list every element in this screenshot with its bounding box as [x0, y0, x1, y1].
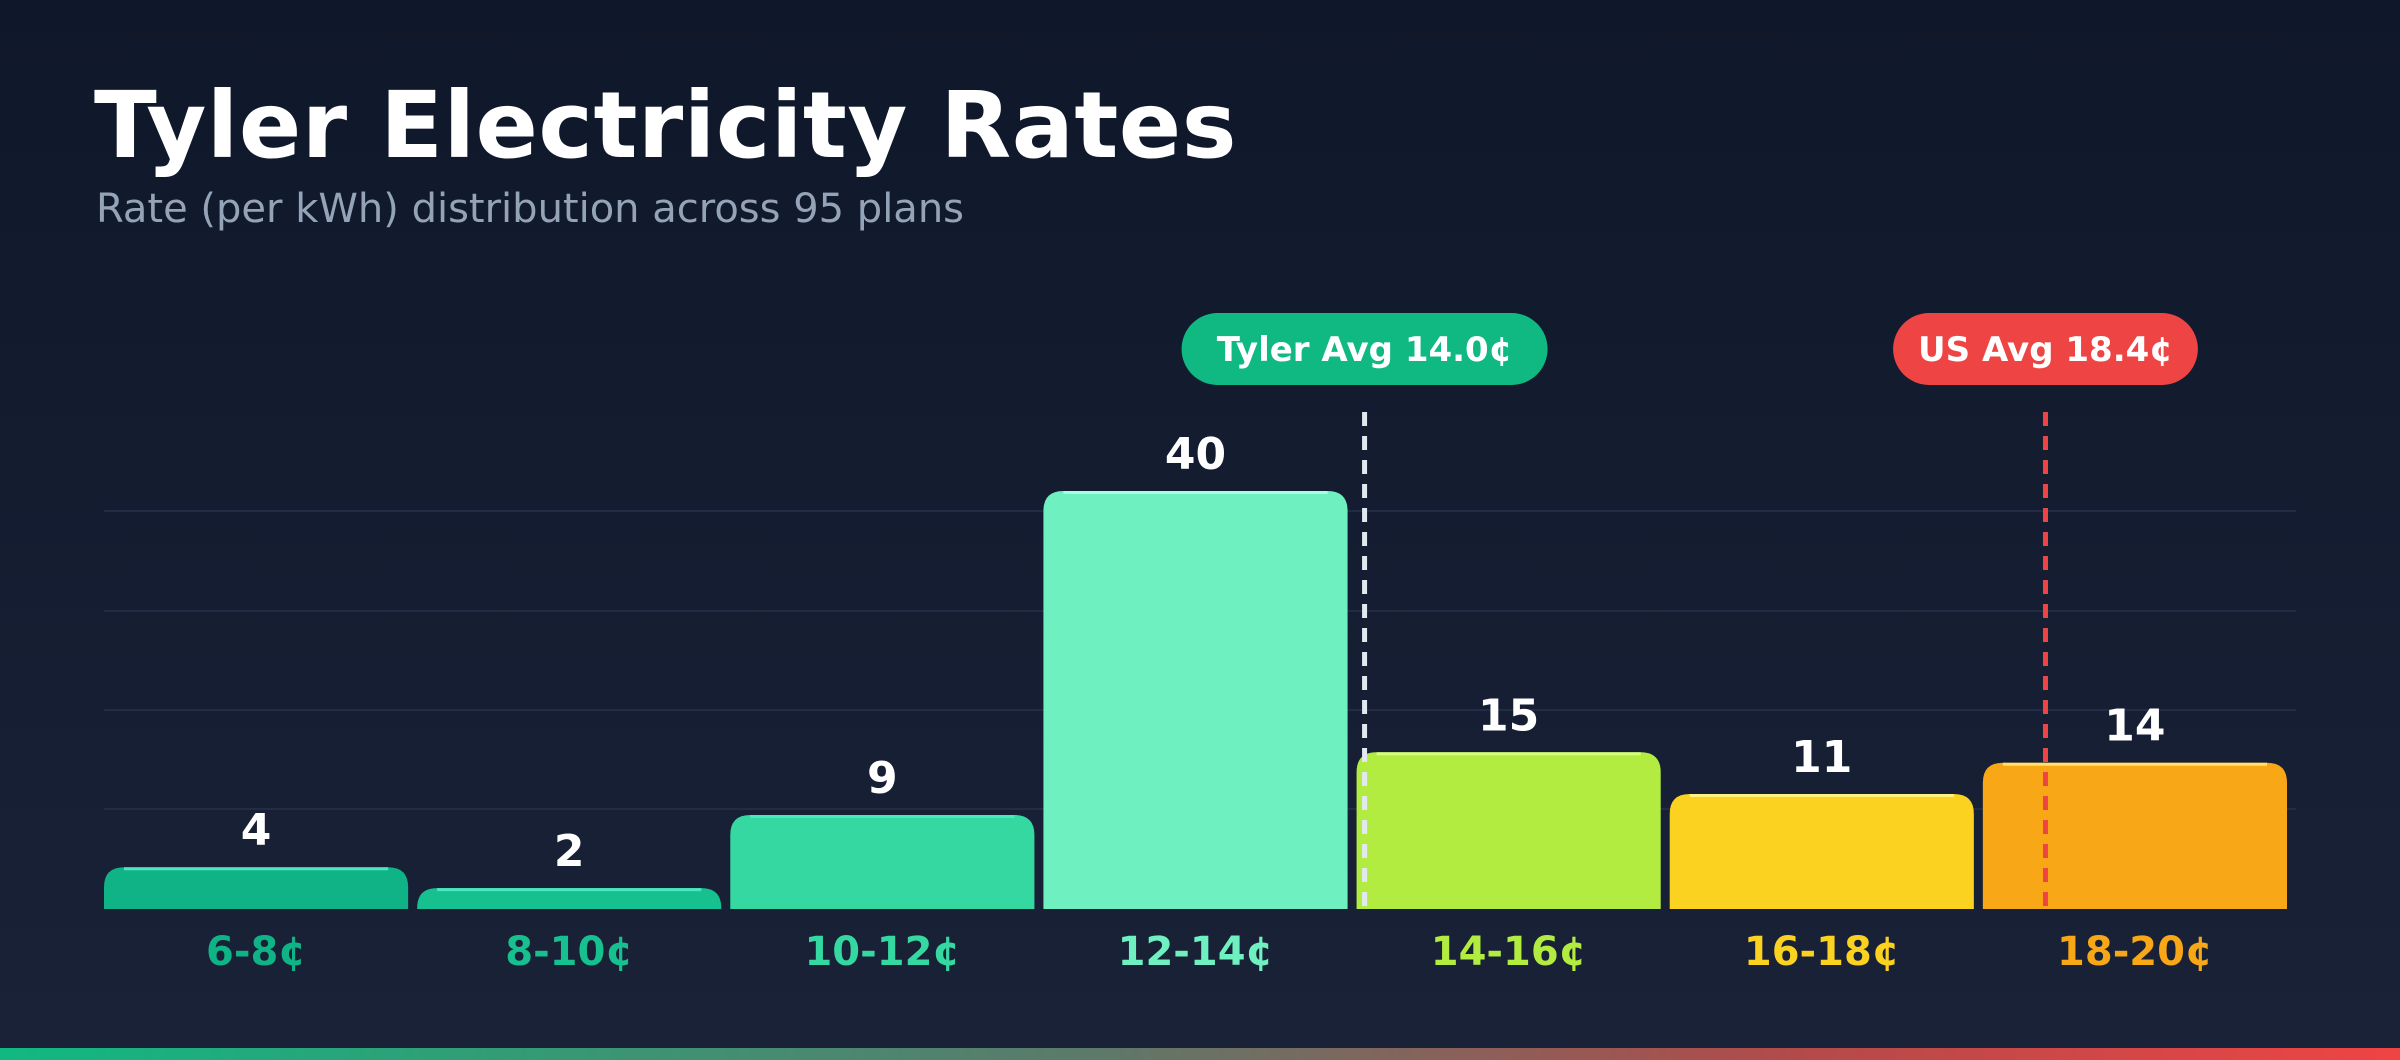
bar [730, 814, 1035, 909]
category-tick-label: 10-12¢ [804, 929, 960, 975]
bar-value-label: 4 [241, 805, 272, 856]
bar-value-label: 40 [1165, 429, 1226, 480]
bar [104, 867, 409, 909]
bar-value-label: 9 [867, 753, 898, 804]
category-tick-label: 12-14¢ [1118, 929, 1274, 975]
category-tick-label: 14-16¢ [1431, 929, 1587, 975]
category-tick-label: 18-20¢ [2057, 929, 2213, 975]
reference-badge [1893, 313, 2198, 385]
bar [1669, 794, 1974, 909]
bar [1043, 491, 1348, 909]
category-tick-label: 6-8¢ [206, 929, 306, 975]
chart-title: Tyler Electricity Rates [94, 72, 1237, 179]
chart-subtitle: Rate (per kWh) distribution across 95 pl… [96, 186, 965, 232]
category-tick-label: 16-18¢ [1744, 929, 1900, 975]
bar-value-label: 2 [554, 826, 585, 877]
bar-value-label: 14 [2104, 701, 2165, 752]
bar [1356, 752, 1661, 909]
category-tick-label: 8-10¢ [505, 929, 633, 975]
reference-badge [1181, 313, 1548, 385]
reference-label: Tyler Avg 14.0¢ [1217, 330, 1513, 370]
bar-value-label: 11 [1791, 732, 1852, 783]
bar [1982, 762, 2287, 909]
bar [417, 888, 722, 909]
reference-label: US Avg 18.4¢ [1918, 330, 2173, 370]
bottom-accent-bar [0, 1048, 2400, 1060]
bar-value-label: 15 [1478, 690, 1539, 741]
